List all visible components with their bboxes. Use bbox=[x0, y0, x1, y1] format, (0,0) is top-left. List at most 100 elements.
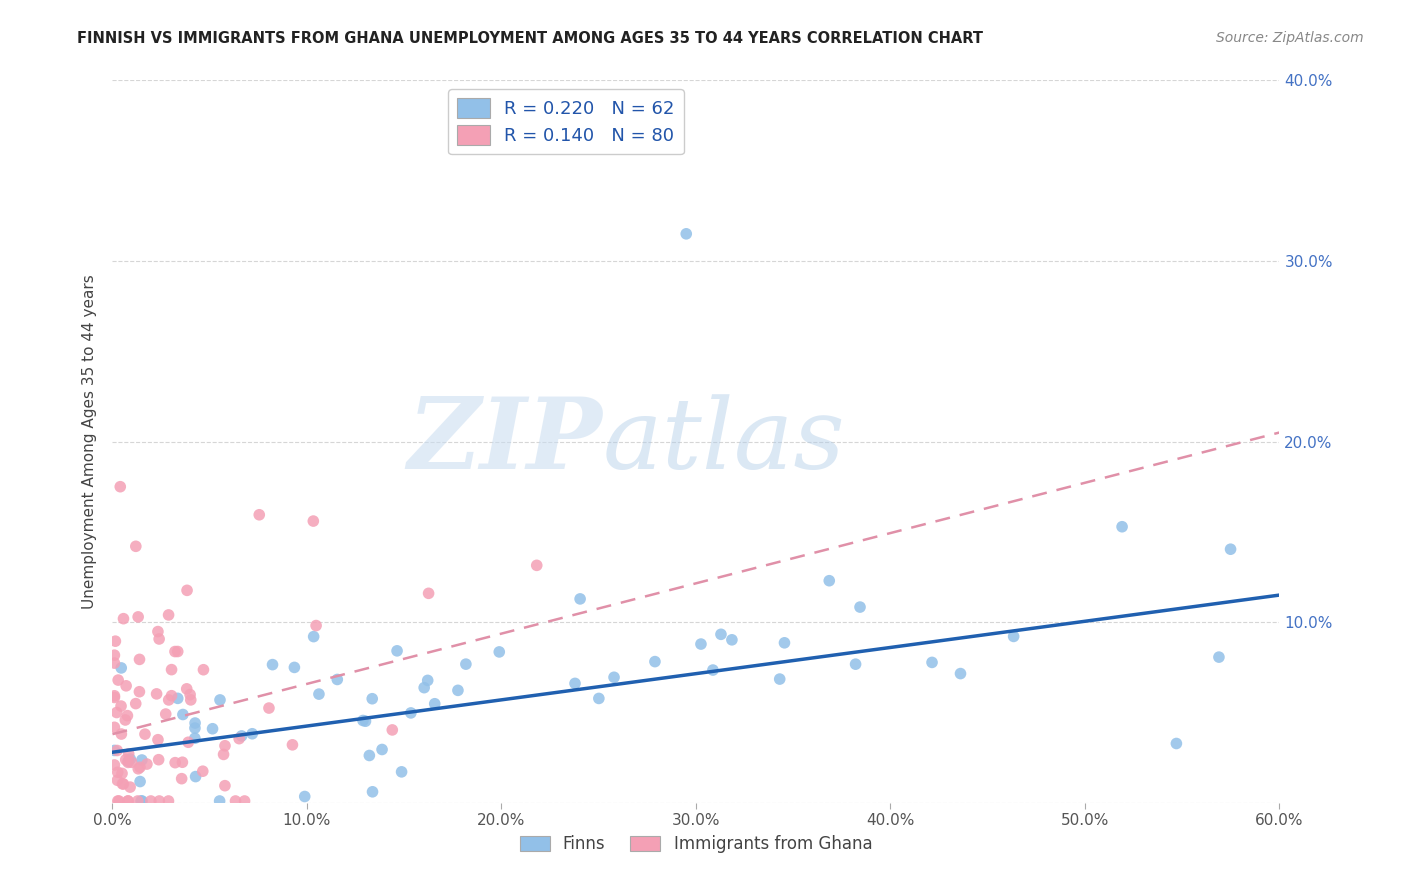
Text: FINNISH VS IMMIGRANTS FROM GHANA UNEMPLOYMENT AMONG AGES 35 TO 44 YEARS CORRELAT: FINNISH VS IMMIGRANTS FROM GHANA UNEMPLO… bbox=[77, 31, 983, 46]
Point bbox=[103, 689, 125, 703]
Point bbox=[103, 743, 125, 757]
Point bbox=[112, 612, 135, 626]
Point bbox=[120, 752, 142, 766]
Point bbox=[294, 789, 316, 804]
Point bbox=[172, 707, 194, 722]
Point bbox=[1208, 650, 1230, 665]
Point bbox=[103, 648, 125, 663]
Point bbox=[103, 758, 125, 772]
Point bbox=[131, 753, 153, 767]
Point bbox=[212, 747, 235, 762]
Point bbox=[117, 708, 139, 723]
Point bbox=[120, 780, 142, 794]
Point bbox=[588, 691, 610, 706]
Point bbox=[146, 624, 169, 639]
Point bbox=[702, 663, 724, 677]
Point bbox=[399, 706, 422, 720]
Point bbox=[110, 727, 132, 741]
Point bbox=[191, 764, 214, 779]
Point bbox=[176, 583, 198, 598]
Point bbox=[184, 731, 207, 746]
Point bbox=[257, 701, 280, 715]
Point bbox=[160, 689, 183, 703]
Point bbox=[103, 690, 125, 705]
Point bbox=[423, 697, 446, 711]
Point bbox=[111, 777, 134, 791]
Point bbox=[262, 657, 284, 672]
Point bbox=[121, 756, 143, 770]
Y-axis label: Unemployment Among Ages 35 to 44 years: Unemployment Among Ages 35 to 44 years bbox=[82, 274, 97, 609]
Point bbox=[845, 657, 868, 672]
Point bbox=[125, 697, 148, 711]
Point bbox=[134, 727, 156, 741]
Point bbox=[228, 731, 250, 746]
Point bbox=[107, 773, 129, 788]
Point bbox=[166, 644, 188, 658]
Point bbox=[107, 673, 129, 687]
Point bbox=[526, 558, 548, 573]
Point bbox=[166, 691, 188, 706]
Point bbox=[115, 679, 138, 693]
Point bbox=[110, 661, 132, 675]
Point bbox=[371, 742, 394, 756]
Point bbox=[107, 765, 129, 780]
Point bbox=[359, 748, 381, 763]
Text: ZIP: ZIP bbox=[408, 393, 603, 490]
Point bbox=[416, 673, 439, 688]
Point bbox=[103, 656, 125, 670]
Point bbox=[214, 779, 236, 793]
Point bbox=[157, 607, 180, 622]
Point bbox=[413, 681, 436, 695]
Point bbox=[231, 729, 253, 743]
Point bbox=[117, 754, 139, 768]
Point bbox=[105, 706, 128, 720]
Point bbox=[1166, 737, 1188, 751]
Point bbox=[128, 652, 150, 666]
Point bbox=[308, 687, 330, 701]
Point bbox=[145, 687, 167, 701]
Point bbox=[721, 632, 744, 647]
Point bbox=[117, 756, 139, 770]
Point bbox=[114, 753, 136, 767]
Text: atlas: atlas bbox=[603, 394, 845, 489]
Point bbox=[201, 722, 224, 736]
Point bbox=[454, 657, 477, 672]
Point bbox=[146, 732, 169, 747]
Point bbox=[103, 720, 125, 734]
Point bbox=[139, 794, 162, 808]
Point bbox=[129, 774, 152, 789]
Point bbox=[117, 794, 139, 808]
Point bbox=[361, 691, 384, 706]
Point bbox=[233, 794, 256, 808]
Point bbox=[818, 574, 841, 588]
Point bbox=[125, 539, 148, 553]
Point bbox=[165, 756, 187, 770]
Point bbox=[160, 663, 183, 677]
Point bbox=[117, 794, 139, 808]
Point bbox=[184, 716, 207, 731]
Point bbox=[564, 676, 586, 690]
Point bbox=[224, 794, 246, 808]
Point bbox=[247, 508, 270, 522]
Point bbox=[769, 672, 792, 686]
Point bbox=[305, 618, 328, 632]
Point bbox=[208, 794, 231, 808]
Point bbox=[1111, 520, 1133, 534]
Legend: Finns, Immigrants from Ghana: Finns, Immigrants from Ghana bbox=[513, 828, 879, 860]
Point bbox=[170, 772, 193, 786]
Point bbox=[127, 610, 149, 624]
Point bbox=[193, 663, 215, 677]
Point bbox=[180, 693, 202, 707]
Point bbox=[118, 747, 141, 761]
Point bbox=[391, 764, 413, 779]
Point bbox=[921, 656, 943, 670]
Point bbox=[110, 480, 132, 494]
Point bbox=[111, 766, 134, 780]
Point bbox=[603, 670, 626, 684]
Point bbox=[283, 660, 305, 674]
Point bbox=[385, 644, 408, 658]
Point bbox=[127, 794, 149, 808]
Point bbox=[381, 723, 404, 737]
Point bbox=[208, 693, 231, 707]
Point bbox=[184, 721, 207, 735]
